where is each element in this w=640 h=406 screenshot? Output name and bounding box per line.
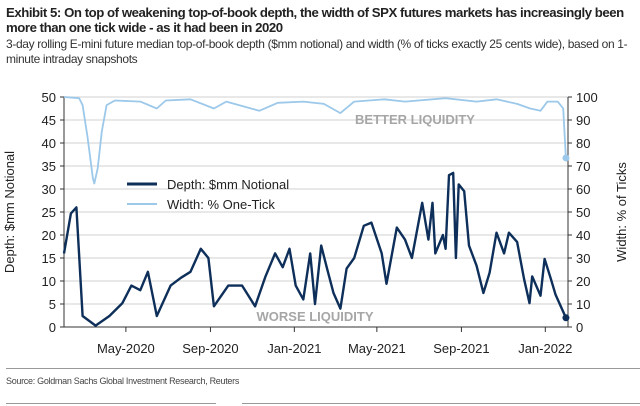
y-tick-label: 50 [42,90,56,105]
y2-tick-label: 50 [576,205,590,220]
x-tick-label: Jan-2021 [267,341,321,356]
series-depth-end-marker [562,314,570,322]
y-axis-label-left: Depth: $mm Notional [2,151,17,273]
y2-tick-label: 40 [576,228,590,243]
x-tick-label: Jan-2022 [518,341,572,356]
footer-rule-bottom-right [242,403,640,404]
legend-label-width: Width: % One-Tick [167,197,275,212]
y2-tick-label: 80 [576,136,590,151]
y-tick-label: 0 [49,320,56,335]
y-tick-label: 20 [42,228,56,243]
source-note: Source: Goldman Sachs Global Investment … [6,376,240,386]
series-width-end-marker [562,154,570,162]
y-tick-label: 45 [42,113,56,128]
y-tick-label: 15 [42,251,56,266]
x-tick-label: May-2021 [348,341,406,356]
y2-tick-label: 100 [576,90,598,105]
y-tick-label: 10 [42,274,56,289]
x-tick-label: May-2020 [97,341,155,356]
y2-tick-label: 60 [576,182,590,197]
y2-tick-label: 20 [576,274,590,289]
y2-tick-label: 90 [576,113,590,128]
gridlines [64,96,568,305]
series-depth-line [62,171,567,327]
annotation-better-liquidity: BETTER LIQUIDITY [355,112,475,127]
legend-label-depth: Depth: $mm Notional [167,177,289,192]
chart-title: Exhibit 5: On top of weakening top-of-bo… [6,5,624,35]
y-tick-label: 5 [49,297,56,312]
footer-rule-bottom-left [6,403,216,404]
y-tick-label: 40 [42,136,56,151]
y-tick-label: 35 [42,159,56,174]
axis-ticks: 0 5 10 15 20 25 30 35 40 45 50 0 10 20 30 40 50 60 70 80 90 1… [42,90,598,356]
y-axis-label-right: Width: % of Ticks [614,162,629,262]
annotation-worse-liquidity: WORSE LIQUIDITY [257,309,374,324]
series-width-line [63,96,567,185]
y2-tick-label: 10 [576,297,590,312]
footer-rule-top [6,368,640,369]
legend: Depth: $mm Notional Width: % One-Tick [127,177,289,212]
x-tick-label: Sep-2021 [433,341,489,356]
y-tick-label: 30 [42,182,56,197]
chart-subtitle: 3-day rolling E-mini future median top-o… [6,37,628,66]
y-tick-label: 25 [42,205,56,220]
chart: 0 5 10 15 20 25 30 35 40 45 50 0 10 20 30 40 50 60 70 80 90 1… [2,90,629,356]
y2-tick-label: 30 [576,251,590,266]
y2-tick-label: 70 [576,159,590,174]
x-tick-label: Sep-2020 [182,341,238,356]
y2-tick-label: 0 [576,320,583,335]
